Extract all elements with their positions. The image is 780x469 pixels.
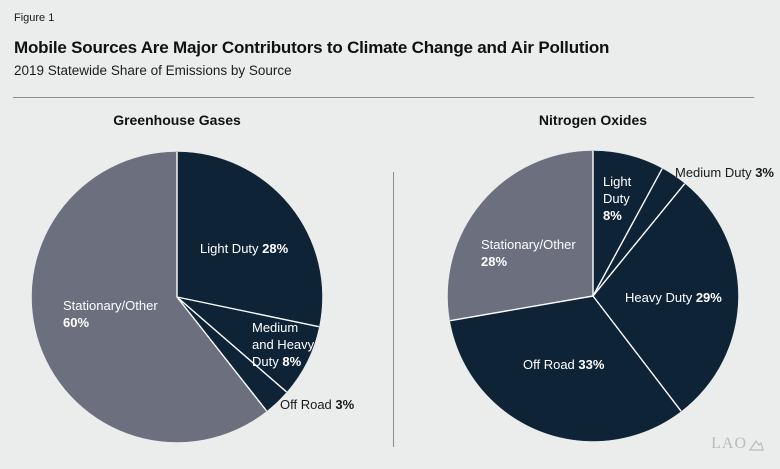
slice-boundary-line bbox=[592, 168, 663, 297]
slice-boundary-line bbox=[176, 296, 288, 393]
slice-boundary-line bbox=[592, 183, 686, 297]
pie-slice-light-duty bbox=[176, 151, 323, 327]
pie-slice-stationary-other bbox=[31, 151, 267, 443]
pie-svg-greenhouse-gases bbox=[31, 151, 323, 443]
slice-label: Medium and Heavy Duty 8% bbox=[252, 320, 315, 369]
pie-svg-nitrogen-oxides bbox=[447, 150, 739, 442]
slice-label: Light Duty 8% bbox=[603, 174, 632, 223]
chart-title-greenhouse-gases: Greenhouse Gases bbox=[113, 112, 241, 128]
slice-label: Off Road 3% bbox=[280, 397, 355, 412]
chart-divider-line bbox=[393, 172, 394, 447]
lao-logo-text: LAO bbox=[711, 435, 747, 452]
header-rule bbox=[13, 97, 754, 98]
slice-label: Stationary/Other 28% bbox=[481, 237, 576, 269]
figure-subtitle: 2019 Statewide Share of Emissions by Sou… bbox=[14, 63, 292, 78]
figure-title: Mobile Sources Are Major Contributors to… bbox=[14, 38, 610, 57]
pie-labels-greenhouse-gases: Light Duty 28% Stationary/Other 60% Medium a… bbox=[27, 147, 354, 447]
slice-boundary-line bbox=[592, 295, 682, 412]
slice-label: Heavy Duty 29% bbox=[625, 290, 722, 305]
slice-boundary-line bbox=[176, 296, 320, 328]
pie-slice-heavy-duty bbox=[592, 183, 739, 412]
lao-logo: LAO bbox=[711, 435, 764, 453]
slice-label: Stationary/Other 60% bbox=[63, 298, 158, 330]
chart-title-nitrogen-oxides: Nitrogen Oxides bbox=[538, 112, 648, 128]
slice-boundary-line bbox=[450, 295, 594, 322]
pie-chart-greenhouse-gases: Light Duty 28% Stationary/Other 60% Medium a… bbox=[27, 147, 354, 447]
pie-slice-stationary-other bbox=[447, 150, 594, 321]
lao-logo-mark-icon bbox=[749, 439, 764, 451]
slice-label: Light Duty 28% bbox=[200, 241, 289, 256]
slice-label: Off Road 33% bbox=[523, 357, 605, 372]
slice-boundary-line bbox=[176, 296, 268, 412]
slice-label: Medium Duty 3% bbox=[675, 165, 774, 180]
figure-label: Figure 1 bbox=[14, 12, 55, 24]
pie-labels-nitrogen-oxides: Light Duty 8% Medium Duty 3% Heavy Duty 29% O… bbox=[443, 146, 774, 446]
pie-chart-nitrogen-oxides: Light Duty 8% Medium Duty 3% Heavy Duty 29% O… bbox=[443, 146, 774, 446]
pie-slice-off-road bbox=[449, 295, 682, 442]
